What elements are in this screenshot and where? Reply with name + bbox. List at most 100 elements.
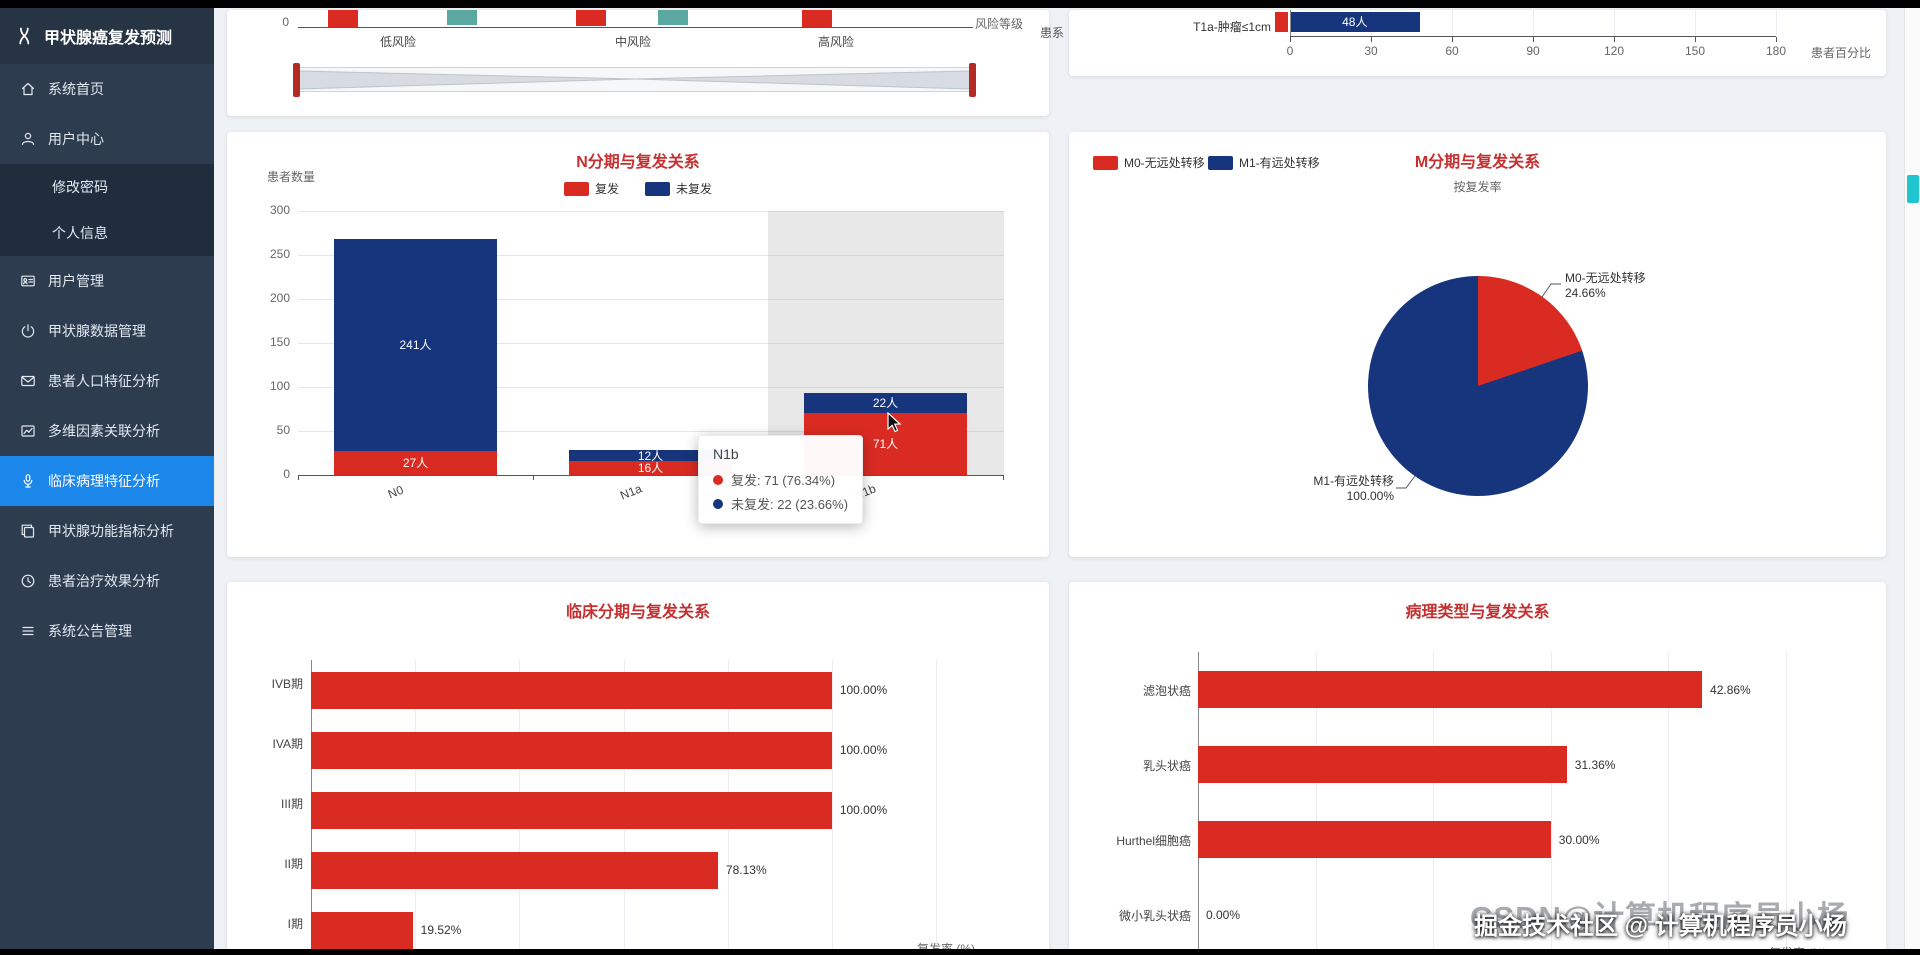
- pie-label-value: 24.66%: [1565, 286, 1606, 300]
- chart-subtitle: 按复发率: [1453, 180, 1502, 194]
- x-axis-line: [298, 27, 973, 28]
- bar-II[interactable]: [311, 851, 718, 889]
- sidebar-menu: 系统首页 用户中心 修改密码 个人信息 用户管理 甲状腺数据管理: [0, 64, 214, 656]
- sidebar-item-user-center[interactable]: 用户中心: [0, 114, 214, 164]
- sidebar-item-multifactor[interactable]: 多维因素关联分析: [0, 406, 214, 456]
- pie[interactable]: [1368, 276, 1588, 496]
- gridline: [298, 211, 1004, 212]
- bar-I[interactable]: [311, 911, 413, 949]
- x-tick-label: 90: [1526, 44, 1540, 58]
- y-tick-label: 100: [269, 379, 290, 393]
- legend-item-m1[interactable]: M1-有远处转移: [1208, 154, 1320, 171]
- sidebar-item-change-password[interactable]: 修改密码: [0, 164, 214, 210]
- gridline: [936, 660, 937, 949]
- risk-bar[interactable]: [328, 10, 358, 27]
- x-axis-name: 复发率 (%): [917, 942, 975, 949]
- mail-icon: [21, 375, 35, 387]
- bar-IVB[interactable]: [311, 671, 832, 709]
- sidebar-item-announcements[interactable]: 系统公告管理: [0, 606, 214, 656]
- t-stage-bar[interactable]: 48人: [1290, 12, 1420, 32]
- risk-bar[interactable]: [447, 10, 477, 25]
- bar-IVA[interactable]: [311, 731, 832, 769]
- sidebar-item-thyroid-data[interactable]: 甲状腺数据管理: [0, 306, 214, 356]
- x-category-label: 低风险: [379, 35, 416, 49]
- tooltip: N1b 复发: 71 (76.34%) 未复发: 22 (23.66%): [698, 435, 864, 524]
- gridline: [1452, 10, 1453, 36]
- x-tick-label: 150: [1684, 44, 1706, 58]
- x-tick-label: 120: [1603, 44, 1625, 58]
- sidebar-item-label: 系统首页: [48, 81, 104, 97]
- bar-segment-nonrecur[interactable]: 241人: [334, 239, 497, 452]
- y-tick-label: 50: [276, 423, 290, 437]
- bar-N1a[interactable]: 12人 16人: [569, 211, 732, 475]
- bar-value-label: 27人: [402, 456, 429, 471]
- bar-value-label: 241人: [399, 338, 432, 353]
- app-logo: 甲状腺癌复发预测: [0, 8, 214, 64]
- bar-III[interactable]: [311, 791, 832, 829]
- gridline: [1551, 652, 1552, 949]
- home-icon: [21, 82, 35, 96]
- axis-tick: [1533, 37, 1534, 42]
- sidebar-item-label: 患者人口特征分析: [48, 373, 160, 389]
- bar-value-label: 12人: [637, 448, 664, 463]
- y-tick-label: 0: [282, 15, 289, 29]
- bar-row: 78.13%: [311, 840, 936, 900]
- y-category-label: 乳头状癌: [1142, 759, 1191, 773]
- pathology-plot: 42.86% 31.36% 30.00% 0.00%: [1198, 652, 1787, 949]
- sidebar-item-profile[interactable]: 个人信息: [0, 210, 214, 256]
- legend-swatch: [645, 181, 670, 196]
- t-stage-partial-red-bar[interactable]: [1275, 12, 1288, 32]
- datazoom-slider[interactable]: [293, 63, 976, 97]
- sidebar-item-thyroid-function[interactable]: 甲状腺功能指标分析: [0, 506, 214, 556]
- y-axis-line: [1290, 10, 1291, 36]
- pie-label-value: 100.00%: [1346, 489, 1394, 503]
- app-title: 甲状腺癌复发预测: [44, 30, 173, 47]
- bar-segment-recur[interactable]: 27人: [334, 451, 497, 475]
- risk-bar[interactable]: [576, 10, 606, 26]
- legend-label: 复发: [594, 182, 619, 196]
- bar-segment-nonrecur[interactable]: 22人: [804, 393, 967, 413]
- bar-follicular[interactable]: [1198, 671, 1703, 708]
- gridline: [1668, 652, 1669, 949]
- bar-row: 100.00%: [311, 660, 936, 720]
- datazoom-shadow: [298, 70, 971, 90]
- datazoom-right-handle[interactable]: [969, 63, 976, 97]
- x-axis-name: 风险等级: [975, 17, 1024, 31]
- ribbon-icon: [19, 27, 30, 45]
- sidebar-item-treatment-outcome[interactable]: 患者治疗效果分析: [0, 556, 214, 606]
- legend-swatch: [563, 181, 589, 196]
- chart-title: 病理类型与复发关系: [1405, 604, 1550, 621]
- risk-bar[interactable]: [802, 10, 832, 27]
- legend-item-nonrecur[interactable]: 未复发: [645, 180, 712, 197]
- sidebar-item-home[interactable]: 系统首页: [0, 64, 214, 114]
- sidebar-item-label: 系统公告管理: [48, 623, 132, 639]
- legend-item-recur[interactable]: 复发: [563, 180, 619, 197]
- scrollbar-thumb[interactable]: [1907, 175, 1919, 203]
- bar-papillary[interactable]: [1198, 746, 1567, 783]
- y-tick-label: 200: [269, 291, 290, 305]
- power-icon: [21, 324, 35, 338]
- gridline: [1695, 10, 1696, 36]
- bar-row: 31.36%: [1198, 727, 1786, 802]
- x-category-label: N1a: [618, 481, 644, 503]
- legend-swatch: [1208, 155, 1234, 170]
- y-category-label: 滤泡状癌: [1142, 684, 1191, 698]
- sidebar-item-user-management[interactable]: 用户管理: [0, 256, 214, 306]
- sidebar-item-demographics[interactable]: 患者人口特征分析: [0, 356, 214, 406]
- datazoom-left-handle[interactable]: [293, 63, 300, 97]
- sidebar-item-label: 患者治疗效果分析: [48, 573, 160, 589]
- legend-item-m0[interactable]: M0-无远处转移: [1093, 154, 1205, 171]
- bar-N0[interactable]: 241人 27人: [334, 211, 497, 475]
- scrollbar[interactable]: [1904, 8, 1920, 949]
- card-t-stage: T1a-肿瘤≤1cm 48人 0 30 60 90 120 150 180 患者: [1069, 10, 1886, 76]
- bar-segment-recur[interactable]: 16人: [569, 460, 732, 475]
- sidebar-item-clinical-pathology[interactable]: 临床病理特征分析: [0, 456, 214, 506]
- gridline: [298, 255, 1004, 256]
- clock-icon: [21, 574, 35, 588]
- bar-hurthel[interactable]: [1198, 821, 1551, 858]
- id-card-icon: [21, 275, 35, 287]
- risk-bar[interactable]: [658, 10, 688, 25]
- bar-row: 19.52%: [311, 900, 936, 949]
- bar-segment-nonrecur[interactable]: 12人: [569, 448, 732, 463]
